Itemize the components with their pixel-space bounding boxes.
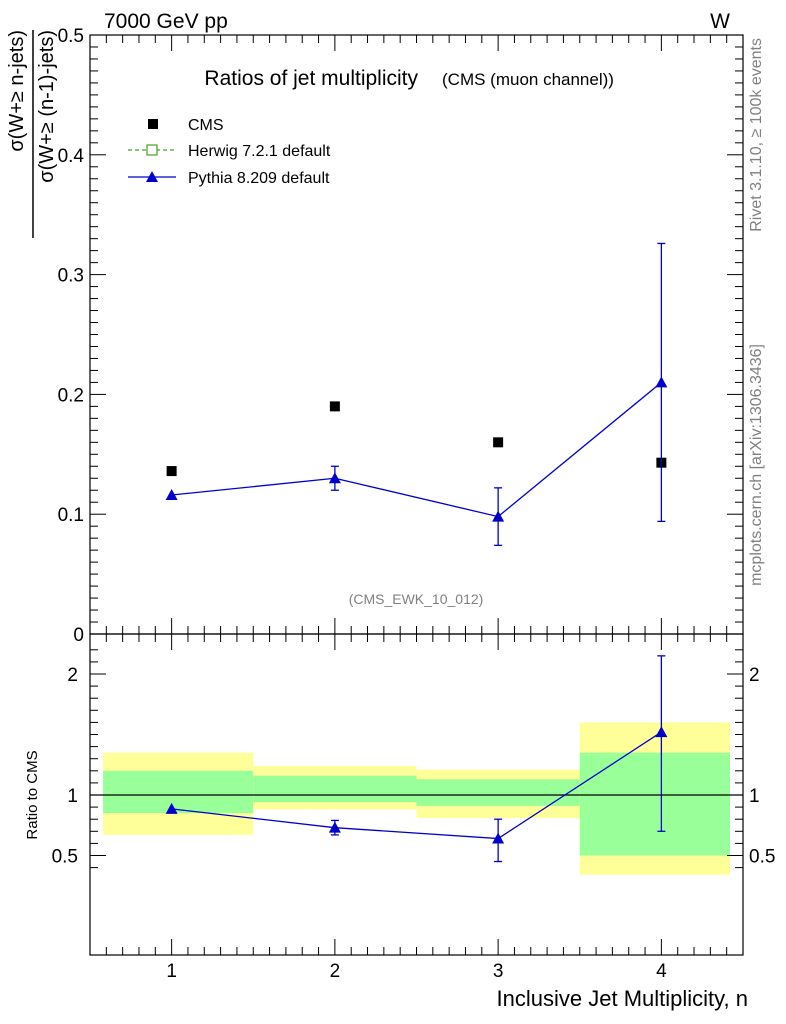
legend-herwig-label: Herwig 7.2.1 default xyxy=(188,143,331,160)
pythia-data-point xyxy=(328,472,341,484)
ylabel-numerator: σ(W+≥ n-jets) xyxy=(6,30,28,152)
cms-data-point xyxy=(166,466,177,477)
main-plot-area: 0 0.1 0.2 0.3 0.4 0.5 xyxy=(58,26,744,646)
x-tick-label: 3 xyxy=(493,961,504,982)
band-green xyxy=(416,779,580,806)
main-y-tick-label: 0.4 xyxy=(58,146,85,167)
pythia-data-point xyxy=(655,376,668,388)
x-axis-label: Inclusive Jet Multiplicity, n xyxy=(497,986,748,1011)
analysis-annotation: (CMS_EWK_10_012) xyxy=(349,591,484,607)
main-ylabel: σ(W+≥ n-jets) σ(W+≥ (n-1)-jets) xyxy=(6,30,58,238)
main-y-tick-label: 0.2 xyxy=(58,385,84,406)
legend: CMS Herwig 7.2.1 default Pythia 8.209 de… xyxy=(128,117,331,187)
rivet-label: Rivet 3.1.10, ≥ 100k events xyxy=(748,38,765,232)
legend-cms-label: CMS xyxy=(188,117,224,134)
ratio-panel: 1 2 3 4 0.5 0.5 1 1 2 2 Ratio to CMS Inclusive Je… xyxy=(24,633,775,1011)
ratio-ylabel: Ratio to CMS xyxy=(24,750,41,839)
cms-data-point xyxy=(493,437,504,448)
legend-pythia-marker xyxy=(146,171,158,182)
main-y-tick-label: 0.1 xyxy=(58,505,84,526)
legend-herwig-marker xyxy=(146,144,158,156)
ylabel-denominator: σ(W+≥ (n-1)-jets) xyxy=(36,30,58,183)
band-green xyxy=(253,775,417,803)
cms-data-point xyxy=(329,401,340,412)
main-title: Ratios of jet multiplicity xyxy=(204,67,418,90)
main-subtitle: (CMS (muon channel)) xyxy=(442,70,614,89)
ratio-plot-area: 1 2 3 4 0.5 0.5 1 1 2 2 xyxy=(52,633,775,982)
pythia-line xyxy=(171,381,662,518)
main-y-tick-label: 0.5 xyxy=(58,26,84,47)
ratio-y-tick-label-right: 2 xyxy=(749,665,760,686)
main-y-tick-label: 0 xyxy=(73,625,84,646)
x-tick-label: 4 xyxy=(656,961,667,982)
energy-label: 7000 GeV pp xyxy=(104,10,228,33)
ratio-y-tick-label-left: 2 xyxy=(67,665,78,686)
mcplots-label: mcplots.cern.ch [arXiv:1306.3436] xyxy=(748,344,765,586)
pythia-data-point xyxy=(492,510,505,522)
main-y-tick-label: 0.3 xyxy=(58,266,84,287)
ratio-pythia-data-point xyxy=(655,726,668,738)
ratio-y-tick-label-left: 1 xyxy=(67,786,78,807)
pythia-data-point xyxy=(165,489,178,501)
x-tick-label: 1 xyxy=(166,961,177,982)
ratio-y-tick-label-right: 1 xyxy=(749,786,760,807)
x-tick-label: 2 xyxy=(330,961,341,982)
legend-pythia-label: Pythia 8.209 default xyxy=(188,170,330,187)
ratio-y-tick-label-right: 0.5 xyxy=(749,847,775,868)
legend-cms-marker xyxy=(148,119,158,129)
ratio-y-tick-label-left: 0.5 xyxy=(52,847,78,868)
main-panel: 0 0.1 0.2 0.3 0.4 0.5 Ratios of jet multiplic… xyxy=(6,26,744,646)
process-label: W xyxy=(710,10,730,33)
band-green xyxy=(579,752,730,856)
ratio-pythia-data-point xyxy=(328,821,341,833)
ratio-pythia-data-point xyxy=(165,802,178,814)
band-green xyxy=(103,770,254,814)
ratio-pythia-line xyxy=(171,731,662,840)
ratio-pythia-data-point xyxy=(492,832,505,844)
